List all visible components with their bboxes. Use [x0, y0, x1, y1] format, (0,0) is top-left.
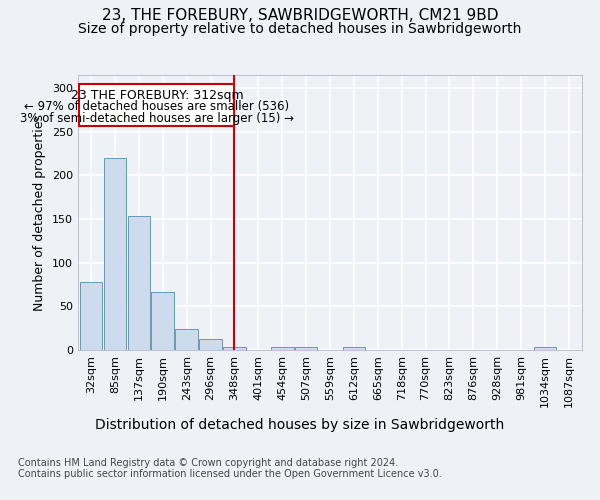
- Bar: [223, 346, 246, 350]
- Bar: [199, 338, 222, 350]
- Bar: [533, 348, 556, 350]
- Text: Contains HM Land Registry data © Crown copyright and database right 2024.
Contai: Contains HM Land Registry data © Crown c…: [18, 458, 442, 479]
- Bar: [128, 216, 150, 350]
- Y-axis label: Number of detached properties: Number of detached properties: [34, 114, 46, 311]
- Bar: [175, 329, 198, 350]
- Bar: [80, 282, 103, 350]
- Text: Size of property relative to detached houses in Sawbridgeworth: Size of property relative to detached ho…: [79, 22, 521, 36]
- Text: 23, THE FOREBURY, SAWBRIDGEWORTH, CM21 9BD: 23, THE FOREBURY, SAWBRIDGEWORTH, CM21 9…: [102, 8, 498, 22]
- FancyBboxPatch shape: [79, 84, 235, 126]
- Bar: [343, 346, 365, 350]
- Bar: [151, 292, 174, 350]
- Text: ← 97% of detached houses are smaller (536): ← 97% of detached houses are smaller (53…: [24, 100, 289, 114]
- Text: 3% of semi-detached houses are larger (15) →: 3% of semi-detached houses are larger (1…: [20, 112, 294, 124]
- Text: Distribution of detached houses by size in Sawbridgeworth: Distribution of detached houses by size …: [95, 418, 505, 432]
- Bar: [271, 346, 293, 350]
- Bar: [104, 158, 127, 350]
- Text: 23 THE FOREBURY: 312sqm: 23 THE FOREBURY: 312sqm: [71, 89, 243, 102]
- Bar: [295, 348, 317, 350]
